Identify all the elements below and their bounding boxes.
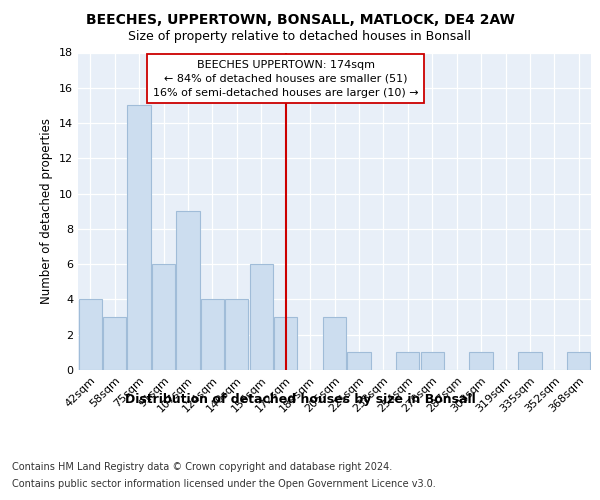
Bar — [127, 106, 151, 370]
Bar — [103, 317, 126, 370]
Bar — [79, 300, 102, 370]
Text: BEECHES, UPPERTOWN, BONSALL, MATLOCK, DE4 2AW: BEECHES, UPPERTOWN, BONSALL, MATLOCK, DE… — [86, 12, 514, 26]
Y-axis label: Number of detached properties: Number of detached properties — [40, 118, 53, 304]
Bar — [225, 300, 248, 370]
Bar — [421, 352, 444, 370]
Text: Contains HM Land Registry data © Crown copyright and database right 2024.: Contains HM Land Registry data © Crown c… — [12, 462, 392, 472]
Bar — [274, 317, 297, 370]
Bar — [176, 211, 200, 370]
Bar — [323, 317, 346, 370]
Bar — [469, 352, 493, 370]
Bar — [347, 352, 371, 370]
Bar — [567, 352, 590, 370]
Bar — [152, 264, 175, 370]
Text: Contains public sector information licensed under the Open Government Licence v3: Contains public sector information licen… — [12, 479, 436, 489]
Text: BEECHES UPPERTOWN: 174sqm
← 84% of detached houses are smaller (51)
16% of semi-: BEECHES UPPERTOWN: 174sqm ← 84% of detac… — [153, 60, 418, 98]
Bar — [201, 300, 224, 370]
Bar — [518, 352, 542, 370]
Bar — [250, 264, 273, 370]
Text: Distribution of detached houses by size in Bonsall: Distribution of detached houses by size … — [125, 392, 475, 406]
Bar — [396, 352, 419, 370]
Text: Size of property relative to detached houses in Bonsall: Size of property relative to detached ho… — [128, 30, 472, 43]
